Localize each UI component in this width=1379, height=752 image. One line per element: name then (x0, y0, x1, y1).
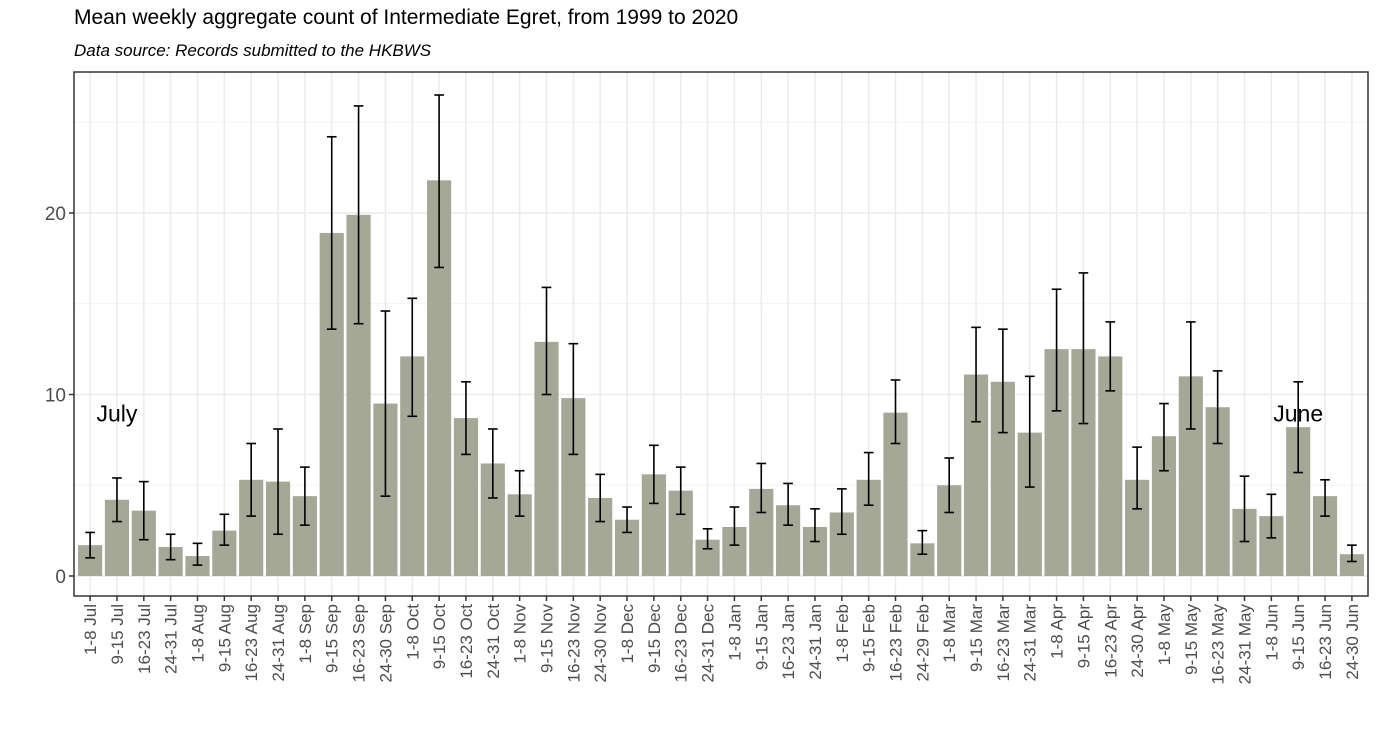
x-tick-label: 24-30 Sep (376, 604, 395, 682)
x-tick-label: 24-31 Mar (1021, 604, 1040, 682)
x-tick-label: 24-31 Jul (162, 604, 181, 674)
panel-border (73, 71, 1369, 597)
x-tick-label: 9-15 Dec (645, 604, 664, 673)
x-tick-label: 16-23 Apr (1101, 604, 1120, 678)
x-tick-label: 1-8 Nov (511, 604, 530, 664)
x-tick-label: 16-23 Mar (994, 604, 1013, 682)
x-tick-label: 9-15 Jan (752, 604, 771, 670)
x-tick-label: 1-8 Aug (188, 604, 207, 663)
chart-title: Mean weekly aggregate count of Intermedi… (74, 6, 739, 29)
x-tick-label: 9-15 Aug (215, 604, 234, 672)
x-tick-label: 1-8 Jul (81, 604, 100, 655)
x-tick-label: 16-23 May (1209, 604, 1228, 685)
x-tick-label: 1-8 Oct (403, 604, 422, 660)
x-tick-label: 24-29 Feb (913, 604, 932, 682)
x-tick-label: 24-31 Aug (269, 604, 288, 682)
x-tick-label: 1-8 Apr (1048, 604, 1067, 659)
x-tick-label: 16-23 Jul (135, 604, 154, 674)
x-tick-label: 9-15 May (1182, 604, 1201, 675)
x-tick-label: 24-30 Nov (591, 604, 610, 683)
x-tick-label: 9-15 Jul (108, 604, 127, 664)
x-tick-label: 24-30 Jun (1343, 604, 1362, 680)
x-tick-label: 24-31 Oct (484, 604, 503, 679)
x-tick-label: 9-15 Oct (430, 604, 449, 669)
x-tick-label: 9-15 Sep (323, 604, 342, 673)
x-tick-label: 1-8 Jun (1262, 604, 1281, 661)
x-tick-label: 1-8 Dec (618, 604, 637, 664)
x-tick-label: 16-23 Dec (672, 604, 691, 683)
x-tick-label: 24-31 Jan (806, 604, 825, 680)
x-tick-label: 1-8 Mar (940, 604, 959, 663)
x-tick-label: 1-8 Jan (725, 604, 744, 661)
x-tick-label: 24-31 May (1236, 604, 1255, 685)
x-tick-label: 16-23 Sep (350, 604, 369, 682)
x-tick-label: 1-8 May (1155, 604, 1174, 666)
x-tick-label: 16-23 Feb (887, 604, 906, 682)
bar (1339, 554, 1364, 576)
annotation-label: June (1273, 401, 1323, 427)
x-tick-label: 16-23 Jan (779, 604, 798, 680)
x-tick-label: 1-8 Feb (833, 604, 852, 663)
y-tick-label: 0 (55, 567, 66, 588)
x-tick-label: 9-15 Mar (967, 604, 986, 672)
x-tick-label: 16-23 Nov (564, 604, 583, 683)
y-tick-label: 10 (45, 386, 66, 407)
x-tick-label: 16-23 Aug (242, 604, 261, 682)
x-tick-label: 24-31 Dec (699, 604, 718, 683)
x-tick-label: 9-15 Nov (537, 604, 556, 673)
y-tick-label: 20 (45, 204, 66, 225)
x-tick-label: 24-30 Apr (1128, 604, 1147, 678)
x-tick-label: 9-15 Jun (1289, 604, 1308, 670)
annotation-label: July (97, 401, 138, 427)
x-tick-label: 16-23 Jun (1316, 604, 1335, 680)
bar (185, 556, 210, 576)
x-tick-label: 9-15 Apr (1074, 604, 1093, 669)
bar (1098, 356, 1123, 576)
x-tick-label: 16-23 Oct (457, 604, 476, 679)
x-tick-label: 9-15 Feb (860, 604, 879, 672)
chart-subtitle: Data source: Records submitted to the HK… (74, 41, 432, 60)
x-tick-label: 1-8 Sep (296, 604, 315, 664)
